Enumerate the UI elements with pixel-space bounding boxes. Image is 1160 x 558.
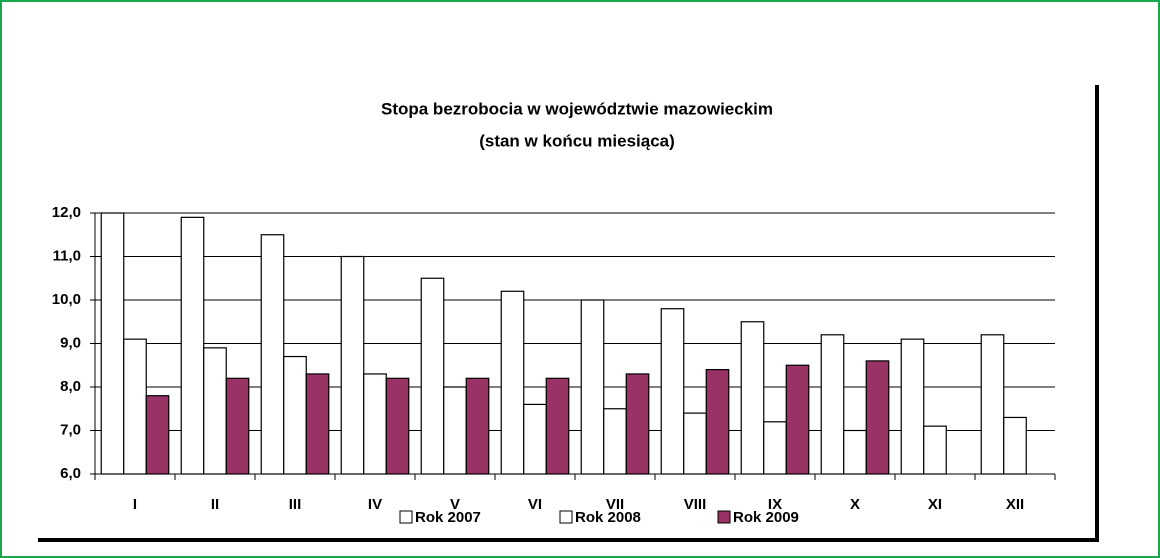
y-tick-label: 9,0 <box>60 334 81 351</box>
x-tick-label: II <box>211 496 219 513</box>
y-tick-label: 8,0 <box>60 378 81 395</box>
bar <box>340 255 365 475</box>
x-tick-label: VIII <box>684 496 707 513</box>
bar <box>980 334 1005 475</box>
x-tick-label: III <box>289 496 302 513</box>
bar <box>740 321 765 475</box>
x-tick-label: XI <box>928 496 942 513</box>
x-tick-label: IX <box>768 496 782 513</box>
bar <box>283 355 307 475</box>
bar <box>100 212 125 475</box>
bar <box>923 425 947 475</box>
x-tick-label: XII <box>1006 496 1024 513</box>
bar <box>763 421 787 475</box>
x-tick-label: VII <box>606 496 624 513</box>
legend-swatch <box>559 510 573 524</box>
x-tick-label: V <box>450 496 460 513</box>
bar <box>305 373 330 475</box>
bar <box>385 377 410 475</box>
legend-label: Rok 2008 <box>575 509 641 526</box>
bar <box>625 373 650 475</box>
x-tick-label: IV <box>368 496 382 513</box>
bar <box>225 377 250 475</box>
bar <box>523 403 547 475</box>
bar <box>1003 416 1027 475</box>
bar <box>843 429 867 475</box>
bar <box>660 308 685 475</box>
y-tick-label: 10,0 <box>52 291 81 308</box>
bar <box>465 377 490 475</box>
chart-subtitle: (stan w końcu miesiąca) <box>479 131 675 150</box>
y-tick-label: 6,0 <box>60 465 81 482</box>
y-tick-label: 11,0 <box>53 247 81 264</box>
legend-swatch <box>399 510 413 524</box>
bar <box>603 408 627 475</box>
bar <box>785 364 810 475</box>
bar <box>545 377 570 475</box>
bar <box>705 369 730 475</box>
x-tick-label: X <box>850 496 860 513</box>
x-tick-label: I <box>133 496 137 513</box>
bar <box>865 360 890 475</box>
bar <box>420 277 445 475</box>
bar <box>683 412 707 475</box>
bar <box>180 216 205 475</box>
bar <box>203 347 227 475</box>
legend-label: Rok 2009 <box>733 509 799 526</box>
bar <box>580 299 605 475</box>
y-tick-label: 12,0 <box>52 204 81 221</box>
chart-title: Stopa bezrobocia w województwie mazowiec… <box>381 99 773 118</box>
bar <box>123 338 147 475</box>
bar <box>260 234 285 475</box>
bar <box>820 334 845 475</box>
bar <box>500 290 525 475</box>
bar <box>363 373 387 475</box>
y-tick-label: 7,0 <box>60 421 81 438</box>
bar <box>145 395 170 475</box>
legend-swatch <box>717 510 731 524</box>
legend-label: Rok 2007 <box>415 509 481 526</box>
x-tick-label: VI <box>528 496 542 513</box>
bar <box>443 386 467 475</box>
bar <box>900 338 925 475</box>
